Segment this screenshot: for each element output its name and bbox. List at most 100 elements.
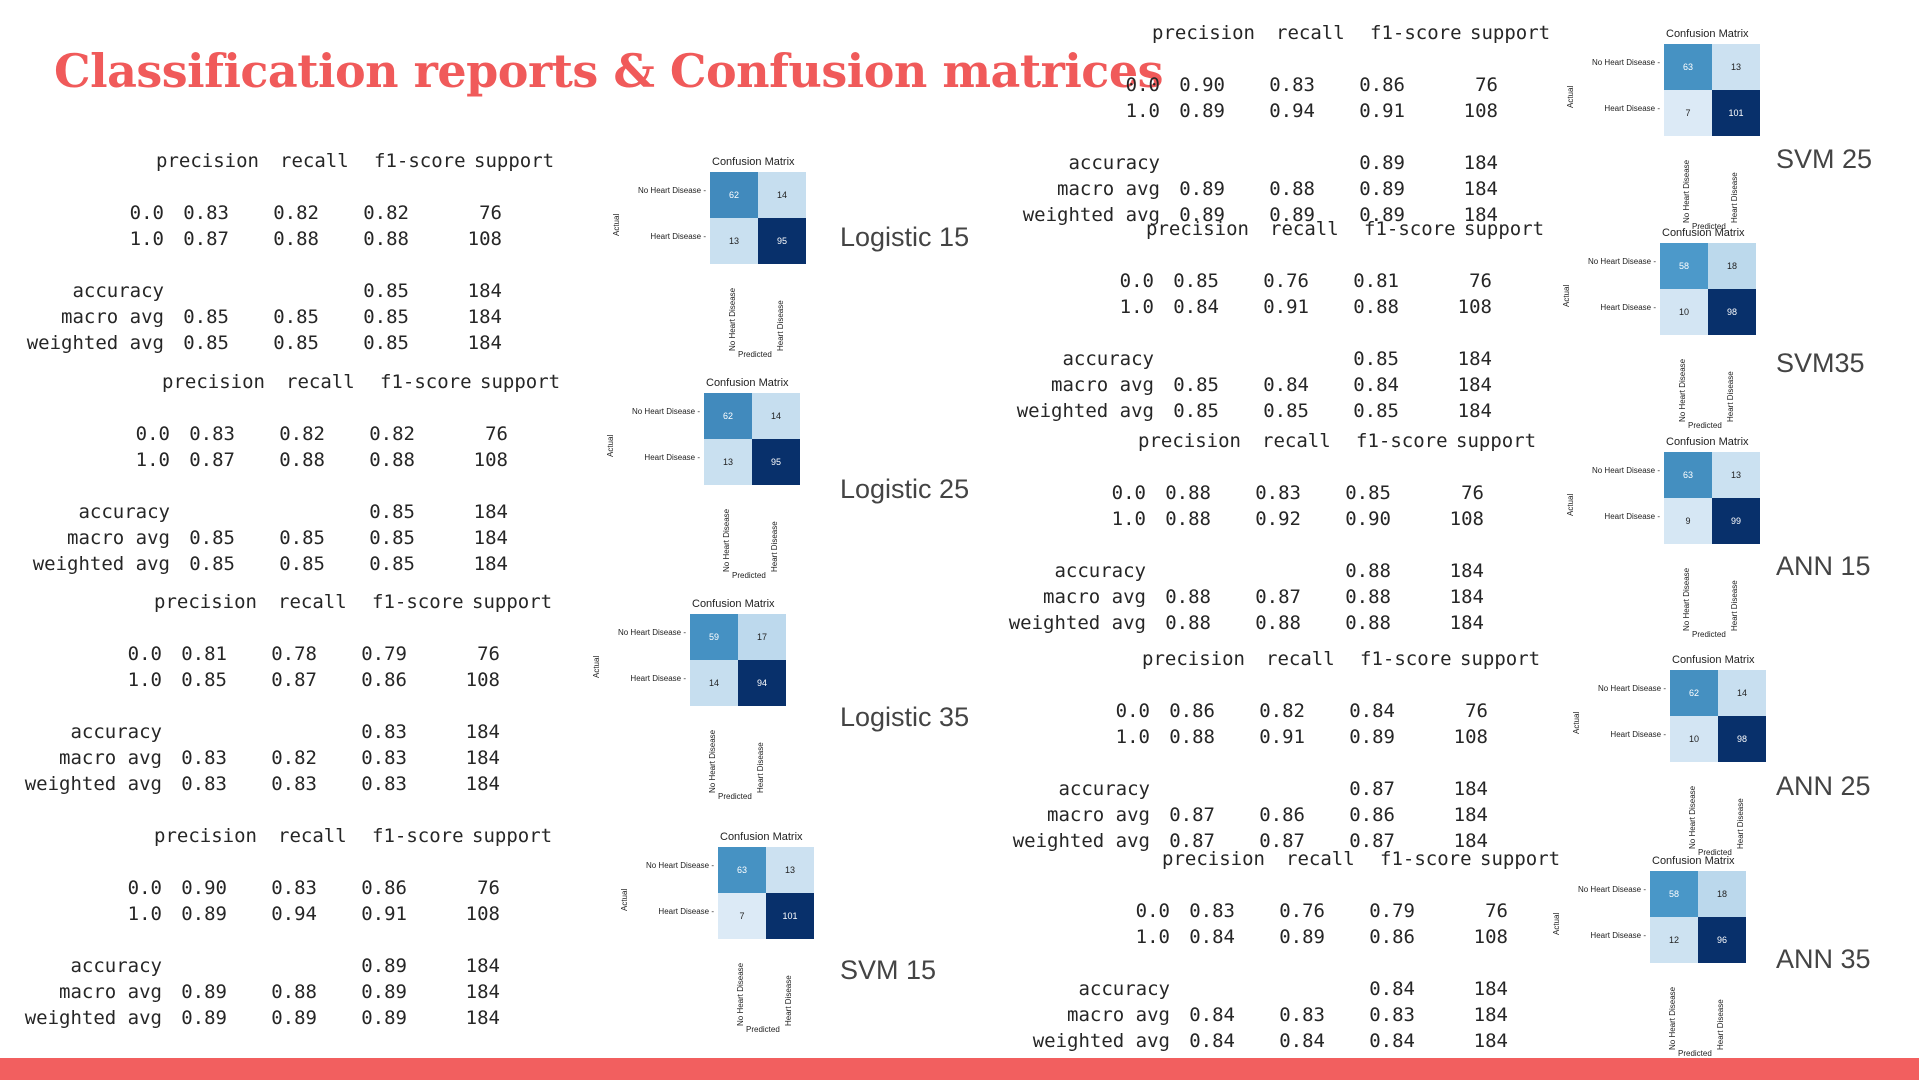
matrix-cell: 14 (752, 393, 800, 439)
report-row: weighted avg 0.89 0.89 0.89 184 (22, 1007, 522, 1029)
row-label: No Heart Disease - (631, 407, 700, 416)
report-row: macro avg 0.84 0.83 0.83 184 (1030, 1004, 1530, 1026)
report-cell: 184 (467, 332, 502, 354)
model-label: Logistic 35 (840, 702, 970, 732)
matrix-cell: 14 (690, 660, 738, 706)
column-label: Heart Disease (770, 521, 779, 572)
report-row: macro avg 0.83 0.82 0.83 184 (22, 747, 522, 769)
report-header-precision: precision (154, 825, 257, 847)
report-row-label: weighted avg (1032, 1030, 1170, 1052)
report-cell: 0.78 (271, 643, 317, 665)
report-cell: 0.82 (369, 423, 415, 445)
report-header-precision: precision (1142, 648, 1245, 670)
matrix-cell: 63 (718, 847, 766, 893)
report-cell: 0.82 (273, 202, 319, 224)
report-cell: 0.83 (271, 773, 317, 795)
classification-report: precision recall f1-score support 0.0 0.81 0.7… (22, 591, 552, 795)
report-header-support: support (474, 150, 555, 172)
report-header-support: support (480, 371, 561, 393)
footer-bar (0, 1058, 1919, 1080)
report-cell: 184 (1449, 560, 1484, 582)
matrix-cell: 13 (1712, 44, 1760, 90)
x-axis-label: Predicted (1698, 848, 1732, 857)
matrix-cell: 96 (1698, 917, 1746, 963)
report-row: 1.0 0.85 0.87 0.86 108 (22, 669, 522, 691)
report-cell: 0.85 (369, 501, 415, 523)
report-cell: 108 (465, 669, 500, 691)
report-cell: 0.85 (279, 553, 325, 575)
model-label: ANN 15 (1776, 551, 1871, 581)
report-cell: 0.85 (1353, 400, 1399, 422)
report-row: weighted avg 0.87 0.87 0.87 184 (1010, 830, 1510, 852)
report-row: 0.0 0.90 0.83 0.86 76 (22, 877, 522, 899)
report-cell: 184 (1463, 178, 1498, 200)
report-cell: 184 (1473, 978, 1508, 1000)
matrix-cell: 13 (1712, 452, 1760, 498)
report-cell: 0.86 (1369, 926, 1415, 948)
confusion-matrix-title: Confusion Matrix (1666, 436, 1749, 448)
report-cell: 184 (467, 306, 502, 328)
column-label: Heart Disease (776, 300, 785, 351)
confusion-matrix: Confusion Matrix Actual No Heart Disease -… (620, 831, 820, 1034)
report-row-label: accuracy (70, 955, 162, 977)
report-header-f1-score: f1-score (372, 825, 464, 847)
report-header-precision: precision (1152, 22, 1255, 44)
report-cell: 0.89 (1359, 204, 1405, 226)
report-header-f1-score: f1-score (380, 371, 472, 393)
report-row: weighted avg 0.85 0.85 0.85 184 (1014, 400, 1514, 422)
report-row-label: macro avg (1047, 804, 1150, 826)
report-cell: 0.79 (1369, 900, 1415, 922)
report-row-label: 1.0 (127, 903, 162, 925)
report-cell: 0.89 (1179, 178, 1225, 200)
report-row-label: 0.0 (1125, 74, 1160, 96)
report-cell: 184 (1449, 586, 1484, 608)
model-label: Logistic 15 (840, 222, 970, 252)
classification-report: precision recall f1-score support 0.0 0.86 0.8… (1010, 648, 1540, 852)
row-label: Heart Disease - (1600, 303, 1656, 312)
report-row: weighted avg 0.85 0.85 0.85 184 (24, 332, 524, 354)
report-cell: 184 (1453, 778, 1488, 800)
row-label: Heart Disease - (1590, 931, 1646, 940)
report-cell: 184 (1457, 400, 1492, 422)
matrix-cell: 62 (704, 393, 752, 439)
report-cell: 108 (467, 228, 502, 250)
column-label: Heart Disease (1736, 798, 1745, 849)
report-cell: 184 (1473, 1030, 1508, 1052)
report-row: 1.0 0.87 0.88 0.88 108 (24, 228, 524, 250)
report-cell: 0.86 (1359, 74, 1405, 96)
report-cell: 0.85 (1173, 400, 1219, 422)
x-axis-label: Predicted (1688, 421, 1722, 430)
matrix-cell: 9 (1664, 498, 1712, 544)
report-row-label: macro avg (61, 306, 164, 328)
matrix-cell: 13 (710, 218, 758, 264)
y-axis-label: Actual (1566, 493, 1575, 516)
confusion-matrix: Confusion Matrix Actual No Heart Disease -… (1566, 436, 1766, 639)
report-cell: 0.83 (183, 202, 229, 224)
report-row-label: 0.0 (1119, 270, 1154, 292)
report-row-label: accuracy (1058, 778, 1150, 800)
report-cell: 0.85 (181, 669, 227, 691)
report-row: accuracy 0.83 184 (22, 721, 522, 743)
report-row: accuracy 0.88 184 (1006, 560, 1506, 582)
y-axis-label: Actual (1562, 284, 1571, 307)
report-cell: 0.79 (361, 643, 407, 665)
report-row: 1.0 0.84 0.91 0.88 108 (1014, 296, 1514, 318)
report-row-label: 1.0 (1119, 296, 1154, 318)
report-cell: 0.89 (1279, 926, 1325, 948)
report-cell: 0.82 (271, 747, 317, 769)
report-cell: 0.88 (1169, 726, 1215, 748)
report-cell: 0.94 (271, 903, 317, 925)
report-cell: 184 (1453, 830, 1488, 852)
report-cell: 76 (477, 877, 500, 899)
model-label: SVM 15 (840, 955, 937, 985)
column-label: No Heart Disease (722, 508, 731, 572)
row-label: Heart Disease - (1604, 104, 1660, 113)
report-cell: 184 (465, 773, 500, 795)
report-cell: 0.84 (1263, 374, 1309, 396)
report-cell: 0.85 (369, 527, 415, 549)
report-cell: 0.84 (1189, 1030, 1235, 1052)
report-header-f1-score: f1-score (1356, 430, 1448, 452)
report-cell: 184 (1463, 152, 1498, 174)
report-header-f1-score: f1-score (1370, 22, 1462, 44)
report-row: 1.0 0.87 0.88 0.88 108 (30, 449, 530, 471)
